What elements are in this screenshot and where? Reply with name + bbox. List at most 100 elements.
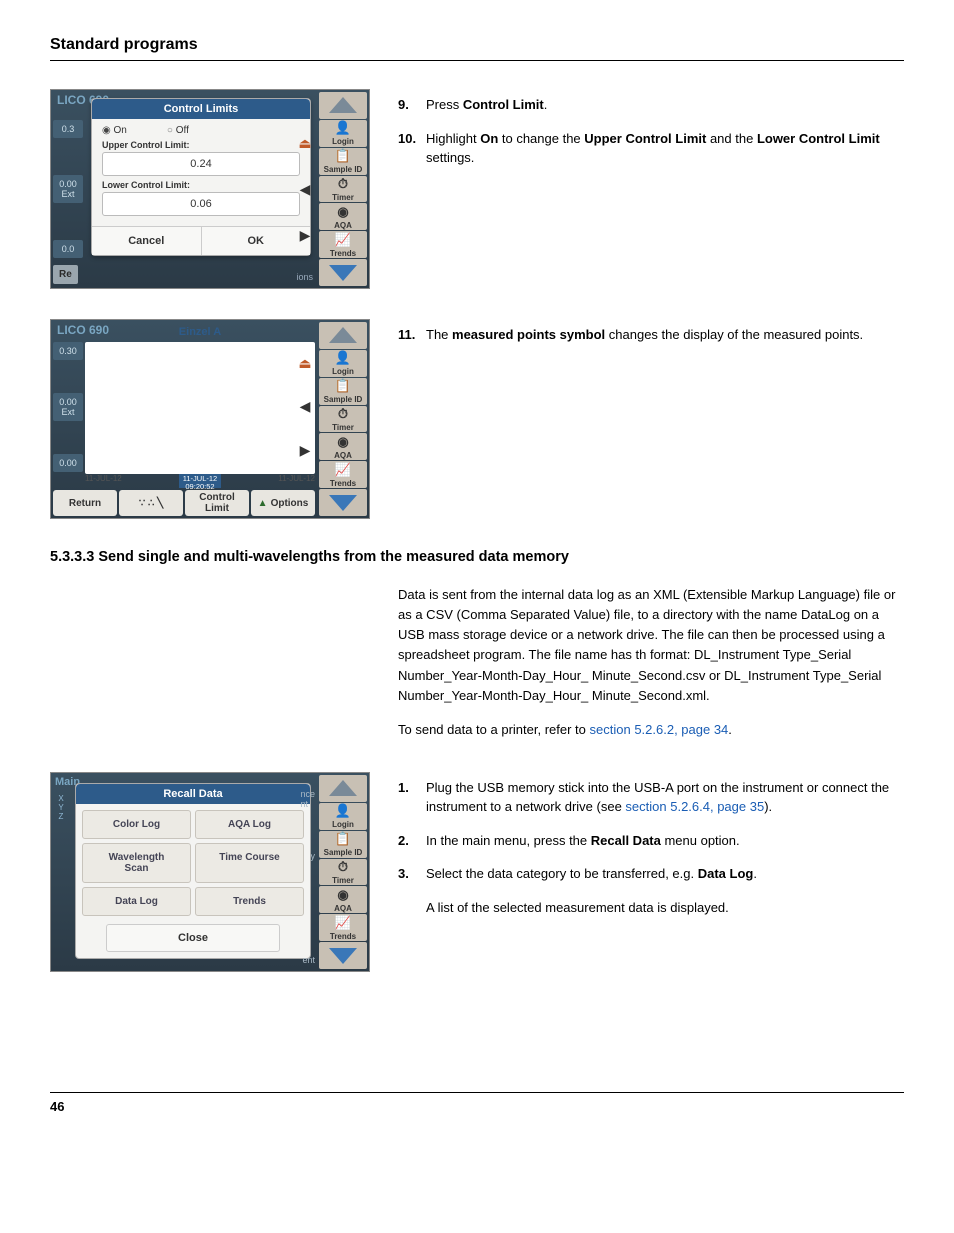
paragraph: Data is sent from the internal data log …	[398, 585, 904, 706]
sidebar-timer[interactable]: ⏱Timer	[319, 176, 367, 203]
down-triangle-icon	[329, 495, 357, 511]
eject-icon[interactable]: ⏏	[298, 355, 311, 372]
tag821-84-icon: 📋	[335, 148, 351, 164]
step-text: Select the data category to be transferr…	[426, 864, 904, 884]
axis-tick: 0.30	[53, 342, 83, 360]
upper-limit-label: Upper Control Limit:	[102, 140, 300, 150]
trends-icon: 📈	[335, 232, 351, 248]
down-triangle-icon	[329, 948, 357, 964]
upper-limit-value[interactable]: 0.24	[102, 152, 300, 176]
sidebar-trends[interactable]: 📈Trends	[319, 231, 367, 258]
clock-icon: ⏱	[338, 859, 348, 875]
sidebar-aqa[interactable]: ◉AQA	[319, 886, 367, 913]
aqa-log-button[interactable]: AQA Log	[195, 810, 304, 839]
radio-off[interactable]: Off	[167, 125, 189, 136]
steps-1-3: 1. Plug the USB memory stick into the US…	[398, 772, 904, 918]
options-button[interactable]: ▲Options	[251, 490, 315, 516]
x-tick-selected: 11-JUL-1209:20:52	[179, 474, 221, 488]
step-number: 2.	[398, 831, 426, 851]
right-arrow-icon[interactable]: ▶	[300, 227, 311, 244]
nav-down[interactable]	[319, 259, 367, 286]
sidebar-timer[interactable]: ⏱Timer	[319, 406, 367, 433]
sidebar-trends[interactable]: 📈Trends	[319, 461, 367, 488]
trends-icon: 📈	[335, 462, 351, 478]
page-footer: 46	[50, 1092, 904, 1114]
sidebar-login[interactable]: 👤Login	[319, 120, 367, 147]
return-button[interactable]: Return	[53, 490, 117, 516]
time-course-button[interactable]: Time Course	[195, 843, 304, 883]
bg-text: ent	[302, 955, 315, 965]
wavelength-scan-button[interactable]: Wavelength Scan	[82, 843, 191, 883]
nav-up[interactable]	[319, 92, 367, 119]
step-number: 3.	[398, 864, 426, 884]
xref-link[interactable]: section 5.2.6.4, page 35	[625, 799, 764, 814]
sidebar-sample-id[interactable]: 📋Sample ID	[319, 831, 367, 858]
trends-button[interactable]: Trends	[195, 887, 304, 916]
nav-down[interactable]	[319, 489, 367, 516]
nav-arrows: ⏏ ◀ ▶	[295, 120, 315, 258]
close-button[interactable]: Close	[106, 924, 280, 952]
step-text: Plug the USB memory stick into the USB-A…	[426, 778, 904, 817]
step-note: A list of the selected measurement data …	[426, 898, 904, 918]
sidebar-aqa[interactable]: ◉AQA	[319, 203, 367, 230]
sidebar-trends[interactable]: 📈Trends	[319, 914, 367, 941]
page-title: Standard programs	[50, 36, 904, 61]
eject-icon[interactable]: ⏏	[298, 135, 311, 152]
step-number: 11.	[398, 325, 426, 345]
nav-up[interactable]	[319, 322, 367, 349]
lower-limit-value[interactable]: 0.06	[102, 192, 300, 216]
clock-icon: ⏱	[338, 176, 348, 192]
step-text: Highlight On to change the Upper Control…	[426, 129, 904, 168]
bg-text: ncent	[300, 789, 315, 809]
sidebar-sample-id[interactable]: 📋Sample ID	[319, 378, 367, 405]
person-icon: 👤	[335, 350, 351, 366]
left-arrow-icon[interactable]: ◀	[300, 398, 311, 415]
aqa-icon: ◉	[337, 434, 348, 450]
device-sidebar: 👤Login 📋Sample ID ⏱Timer ◉AQA 📈Trends	[319, 775, 367, 969]
sidebar-login[interactable]: 👤Login	[319, 803, 367, 830]
radio-on[interactable]: On	[102, 125, 127, 136]
screenshot-recall-data: Main X Y Z Recall Data Color Log AQA Log…	[50, 772, 370, 972]
ok-button[interactable]: OK	[201, 226, 311, 255]
data-log-button[interactable]: Data Log	[82, 887, 191, 916]
row-recall-data: Main X Y Z Recall Data Color Log AQA Log…	[50, 772, 904, 972]
sidebar-timer[interactable]: ⏱Timer	[319, 859, 367, 886]
cancel-button[interactable]: Cancel	[92, 226, 201, 255]
sidebar-sample-id[interactable]: 📋Sample ID	[319, 148, 367, 175]
control-limit-button[interactable]: Control Limit	[185, 490, 249, 516]
xyz-label: X Y Z	[53, 795, 69, 821]
axis-tick: 0.00 Ext	[53, 175, 83, 203]
nav-up[interactable]	[319, 775, 367, 802]
row-einzel-chart: LICO 690 0.30 0.00 Ext 0.00 Einzel A 11-…	[50, 319, 904, 519]
xref-link[interactable]: section 5.2.6.2, page 34	[590, 722, 729, 737]
step-number: 10.	[398, 129, 426, 168]
tag821-84-icon: 📋	[335, 378, 351, 394]
row-control-limits: LICO 690 0.3 0.00 Ext 0.0 Control Limits…	[50, 89, 904, 289]
person-icon: 👤	[335, 803, 351, 819]
re-tag: Re	[53, 265, 78, 284]
up-triangle-icon	[329, 780, 357, 796]
control-limits-dialog: Control Limits On Off Upper Control Limi…	[91, 98, 311, 256]
nav-down[interactable]	[319, 942, 367, 969]
left-arrow-icon[interactable]: ◀	[300, 181, 311, 198]
up-arrow-icon: ▲	[258, 498, 268, 509]
down-triangle-icon	[329, 265, 357, 281]
device-sidebar: 👤Login 📋Sample ID ⏱Timer ◉AQA 📈Trends	[319, 322, 367, 516]
aqa-icon: ◉	[337, 887, 348, 903]
color-log-button[interactable]: Color Log	[82, 810, 191, 839]
axis-tick: 0.00 Ext	[53, 393, 83, 421]
chart-toolbar: Return ∵ ∴ ╲ Control Limit ▲Options	[53, 490, 315, 516]
sidebar-aqa[interactable]: ◉AQA	[319, 433, 367, 460]
chart-title: Einzel A	[85, 326, 315, 338]
sidebar-login[interactable]: 👤Login	[319, 350, 367, 377]
dialog-title: Recall Data	[76, 784, 310, 804]
step-11: 11. The measured points symbol changes t…	[398, 319, 904, 359]
steps-9-10: 9. Press Control Limit. 10. Highlight On…	[398, 89, 904, 182]
screenshot-einzel: LICO 690 0.30 0.00 Ext 0.00 Einzel A 11-…	[50, 319, 370, 519]
device-sidebar: 👤Login 📋Sample ID ⏱Timer ◉AQA 📈Trends	[319, 92, 367, 286]
section-heading: 5.3.3.3 Send single and multi-wavelength…	[50, 549, 904, 565]
step-number: 1.	[398, 778, 426, 817]
section-body: Data is sent from the internal data log …	[398, 579, 904, 754]
right-arrow-icon[interactable]: ▶	[300, 442, 311, 459]
points-symbol-button[interactable]: ∵ ∴ ╲	[119, 490, 183, 516]
